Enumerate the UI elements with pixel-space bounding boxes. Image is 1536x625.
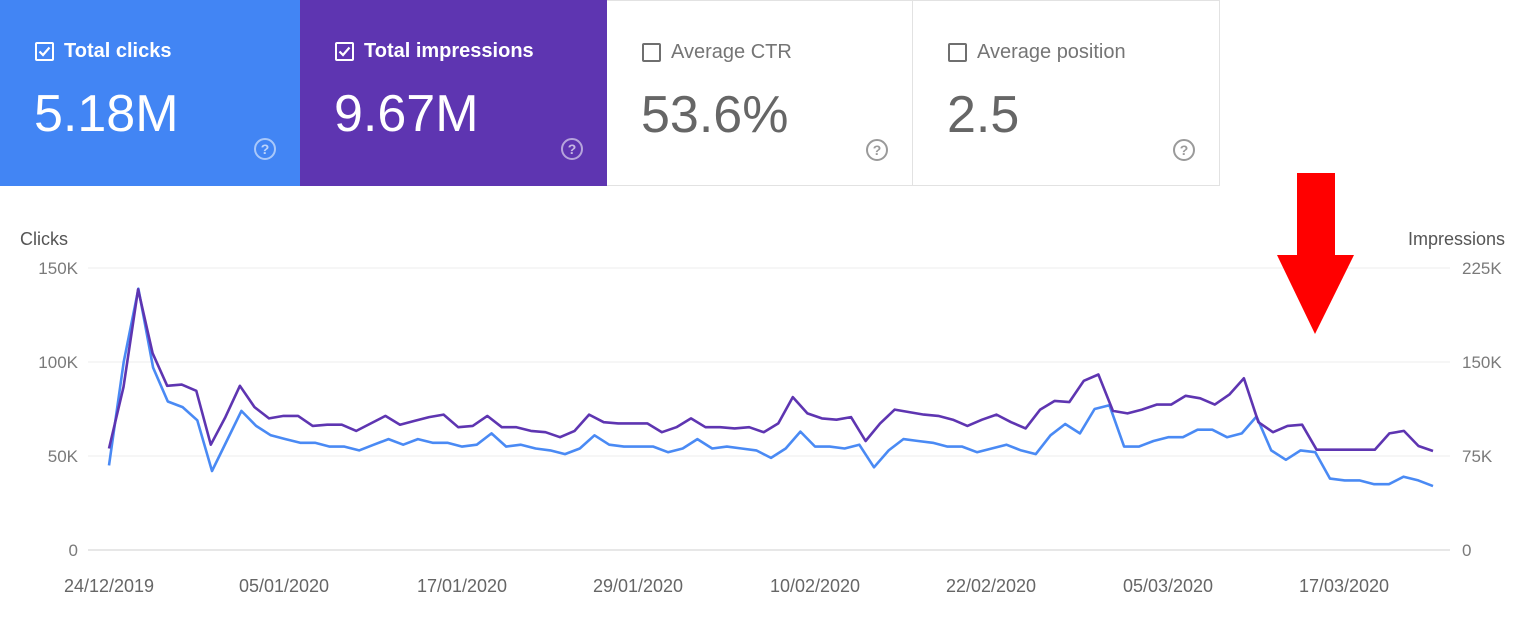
left-tick-label: 150K <box>38 259 78 278</box>
right-tick-label: 150K <box>1462 353 1502 372</box>
metric-value: 5.18M <box>34 85 179 143</box>
metric-card-total-clicks[interactable]: Total clicks 5.18M ? <box>0 0 300 186</box>
right-tick-label: 75K <box>1462 447 1493 466</box>
left-tick-label: 100K <box>38 353 78 372</box>
metric-value: 2.5 <box>947 86 1020 144</box>
x-axis-ticks: 24/12/2019 05/01/2020 17/01/2020 29/01/2020… <box>64 576 1389 596</box>
x-tick-label: 05/01/2020 <box>239 576 329 596</box>
help-icon[interactable]: ? <box>866 139 888 161</box>
x-tick-label: 29/01/2020 <box>593 576 683 596</box>
checkbox-checked-icon[interactable] <box>35 42 54 61</box>
x-tick-label: 10/02/2020 <box>770 576 860 596</box>
help-icon[interactable]: ? <box>561 138 583 160</box>
metric-label: Average position <box>977 41 1126 63</box>
left-axis-title: Clicks <box>20 229 68 249</box>
help-icon[interactable]: ? <box>254 138 276 160</box>
checkbox-checked-icon[interactable] <box>335 42 354 61</box>
grid-lines <box>88 267 1450 551</box>
metric-card-header: Total clicks <box>35 40 171 63</box>
metric-card-average-position[interactable]: Average position 2.5 ? <box>913 0 1220 186</box>
metric-card-header: Total impressions <box>335 40 534 63</box>
help-icon[interactable]: ? <box>1173 139 1195 161</box>
metric-value: 9.67M <box>334 85 479 143</box>
left-axis-ticks: 0 50K 100K 150K <box>38 259 78 560</box>
metric-value: 53.6% <box>641 86 789 144</box>
metric-card-total-impressions[interactable]: Total impressions 9.67M ? <box>300 0 607 186</box>
metric-label: Total clicks <box>64 40 172 62</box>
metric-card-header: Average CTR <box>642 41 792 64</box>
checkbox-unchecked-icon[interactable] <box>642 43 661 62</box>
right-tick-label: 0 <box>1462 541 1471 560</box>
series-lines <box>107 287 1434 488</box>
right-tick-label: 225K <box>1462 259 1502 278</box>
x-tick-label: 24/12/2019 <box>64 576 154 596</box>
x-tick-label: 17/01/2020 <box>417 576 507 596</box>
metric-label: Total impressions <box>364 40 534 62</box>
impressions-series-line <box>107 287 1434 453</box>
right-axis-ticks: 0 75K 150K 225K <box>1462 259 1502 560</box>
x-tick-label: 05/03/2020 <box>1123 576 1213 596</box>
left-tick-label: 0 <box>69 541 78 560</box>
metric-label: Average CTR <box>671 41 792 63</box>
metric-card-header: Average position <box>948 41 1126 64</box>
metric-cards: Total clicks 5.18M ? Total impressions 9… <box>0 0 1220 186</box>
metric-card-average-ctr[interactable]: Average CTR 53.6% ? <box>607 0 913 186</box>
x-tick-label: 22/02/2020 <box>946 576 1036 596</box>
red-down-arrow-icon <box>1277 173 1354 334</box>
left-tick-label: 50K <box>48 447 79 466</box>
x-tick-label: 17/03/2020 <box>1299 576 1389 596</box>
clicks-series-line <box>107 287 1434 488</box>
checkbox-unchecked-icon[interactable] <box>948 43 967 62</box>
right-axis-title: Impressions <box>1408 229 1506 249</box>
